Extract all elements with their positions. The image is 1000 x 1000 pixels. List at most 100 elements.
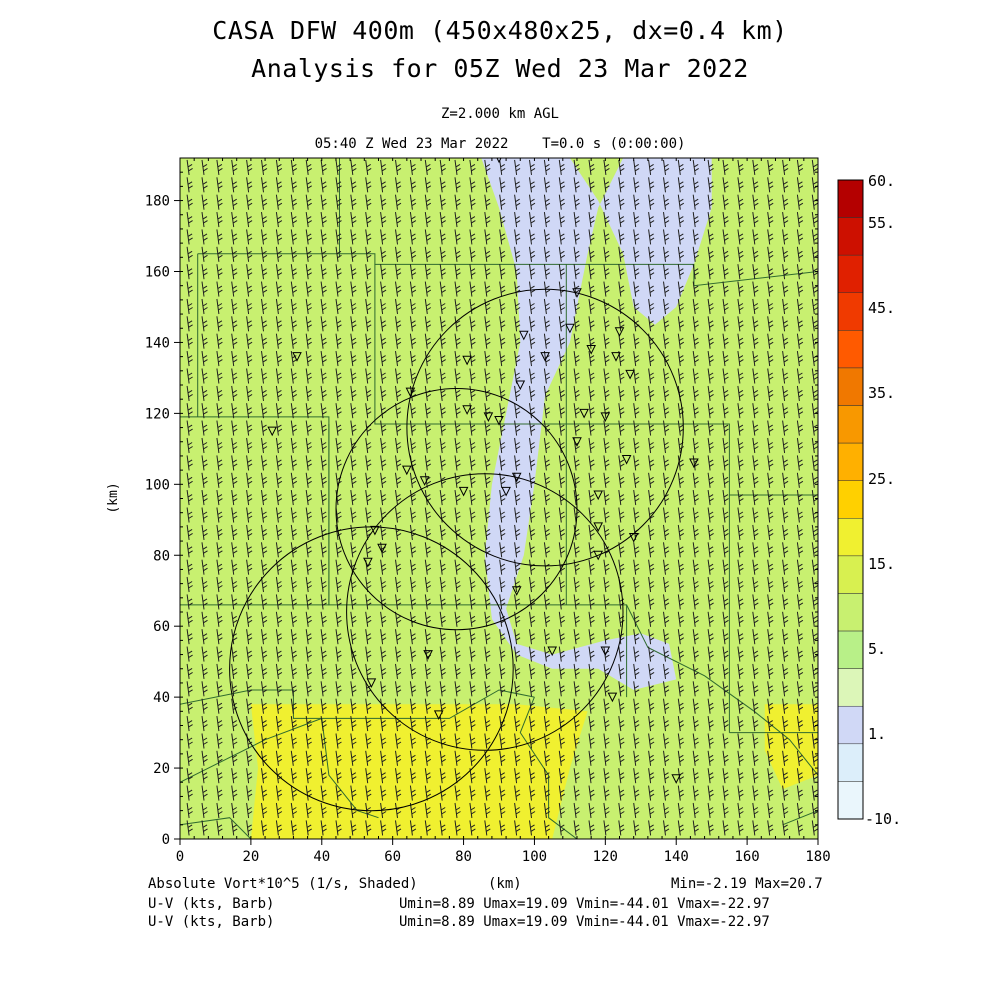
wind-barb xyxy=(186,194,193,210)
wind-barb xyxy=(633,229,640,245)
wind-barb xyxy=(201,698,208,714)
barb-label-1: U-V (kts, Barb) xyxy=(148,896,275,912)
wind-barb xyxy=(663,594,670,610)
wind-barb xyxy=(663,333,670,349)
radar-site-marker xyxy=(366,678,377,689)
wind-barb xyxy=(320,785,327,801)
wind-barb xyxy=(305,194,312,210)
wind-barb xyxy=(305,177,312,193)
wind-barb xyxy=(737,524,744,540)
wind-barb xyxy=(290,351,298,367)
wind-barb xyxy=(246,420,253,436)
wind-barb xyxy=(186,490,193,506)
wind-barb xyxy=(305,768,312,784)
wind-barb xyxy=(663,507,670,523)
plot-subtitle: Analysis for 05Z Wed 23 Mar 2022 xyxy=(251,54,749,83)
wind-barb xyxy=(275,246,283,262)
wind-barb xyxy=(409,681,417,697)
wind-barb xyxy=(722,403,729,419)
wind-barb xyxy=(409,368,417,384)
wind-barb xyxy=(246,490,253,506)
wind-barb xyxy=(439,611,446,627)
wind-barb xyxy=(454,524,461,540)
wind-barb xyxy=(186,820,193,836)
wind-barb xyxy=(335,159,342,175)
wind-barb xyxy=(484,194,491,210)
x-tick-label: 180 xyxy=(805,849,830,865)
wind-barb xyxy=(618,159,625,175)
wind-barb xyxy=(231,194,238,210)
wind-barb xyxy=(231,281,238,297)
wind-barb xyxy=(707,750,714,766)
wind-barb xyxy=(290,681,298,697)
wind-barb xyxy=(558,768,566,784)
wind-barb xyxy=(469,820,476,836)
wind-barb xyxy=(350,316,357,332)
x-tick-label: 0 xyxy=(176,849,184,865)
wind-barb xyxy=(558,351,566,367)
wind-barb xyxy=(231,681,238,697)
wind-barb xyxy=(722,507,729,523)
wind-barb xyxy=(409,629,417,645)
wind-barb xyxy=(633,490,640,506)
wind-barb xyxy=(648,472,655,488)
wind-barb xyxy=(692,298,699,315)
wind-barb xyxy=(216,820,223,836)
wind-barb xyxy=(335,559,342,575)
wind-barb xyxy=(380,229,387,245)
wind-barb xyxy=(261,298,268,315)
wind-barb xyxy=(499,629,506,645)
wind-barb xyxy=(633,681,640,697)
wind-barb xyxy=(424,576,432,593)
wind-barb xyxy=(648,177,655,193)
wind-barb xyxy=(707,768,714,784)
wind-barb xyxy=(275,229,283,245)
wind-barb xyxy=(603,333,610,349)
wind-barb xyxy=(543,229,551,245)
wind-barb xyxy=(514,351,521,367)
wind-barb xyxy=(275,490,283,506)
wind-barb xyxy=(365,281,372,297)
wind-barb xyxy=(767,420,774,436)
wind-barb xyxy=(722,785,729,801)
wind-barb xyxy=(588,820,595,836)
wind-barb xyxy=(409,490,417,506)
wind-barb xyxy=(246,785,253,801)
wind-barb xyxy=(186,229,193,245)
wind-barb xyxy=(320,750,327,766)
wind-barb xyxy=(380,437,387,454)
wind-barb xyxy=(663,472,670,488)
wind-barb xyxy=(380,281,387,297)
wind-barb xyxy=(782,559,789,575)
wind-barb xyxy=(439,368,446,384)
wind-barb xyxy=(261,802,268,819)
wind-barb xyxy=(782,455,789,471)
wind-barb xyxy=(246,716,253,732)
wind-barb xyxy=(543,316,551,332)
wind-barb xyxy=(558,646,566,662)
wind-barb xyxy=(633,385,640,401)
wind-barb xyxy=(543,524,551,540)
wind-barb xyxy=(424,629,432,645)
wind-barb xyxy=(484,333,491,349)
wind-barb xyxy=(365,246,372,262)
wind-barb xyxy=(424,229,432,245)
wind-barb xyxy=(692,472,699,488)
wind-barb xyxy=(454,229,461,245)
wind-barb xyxy=(514,733,521,749)
wind-barb xyxy=(424,298,432,315)
wind-barb xyxy=(529,246,536,262)
wind-barb xyxy=(484,820,491,836)
wind-barb xyxy=(692,802,699,819)
wind-barb xyxy=(395,351,402,367)
radar-site-marker xyxy=(611,352,621,362)
wind-barb xyxy=(499,351,506,367)
wind-barb xyxy=(290,507,298,523)
wind-barb xyxy=(618,698,625,714)
wind-barb xyxy=(782,629,789,645)
colorbar-label: 55. xyxy=(868,214,895,232)
wind-barb xyxy=(514,229,521,245)
wind-barb xyxy=(767,698,774,714)
wind-barb xyxy=(692,385,699,401)
wind-barb xyxy=(796,437,804,454)
